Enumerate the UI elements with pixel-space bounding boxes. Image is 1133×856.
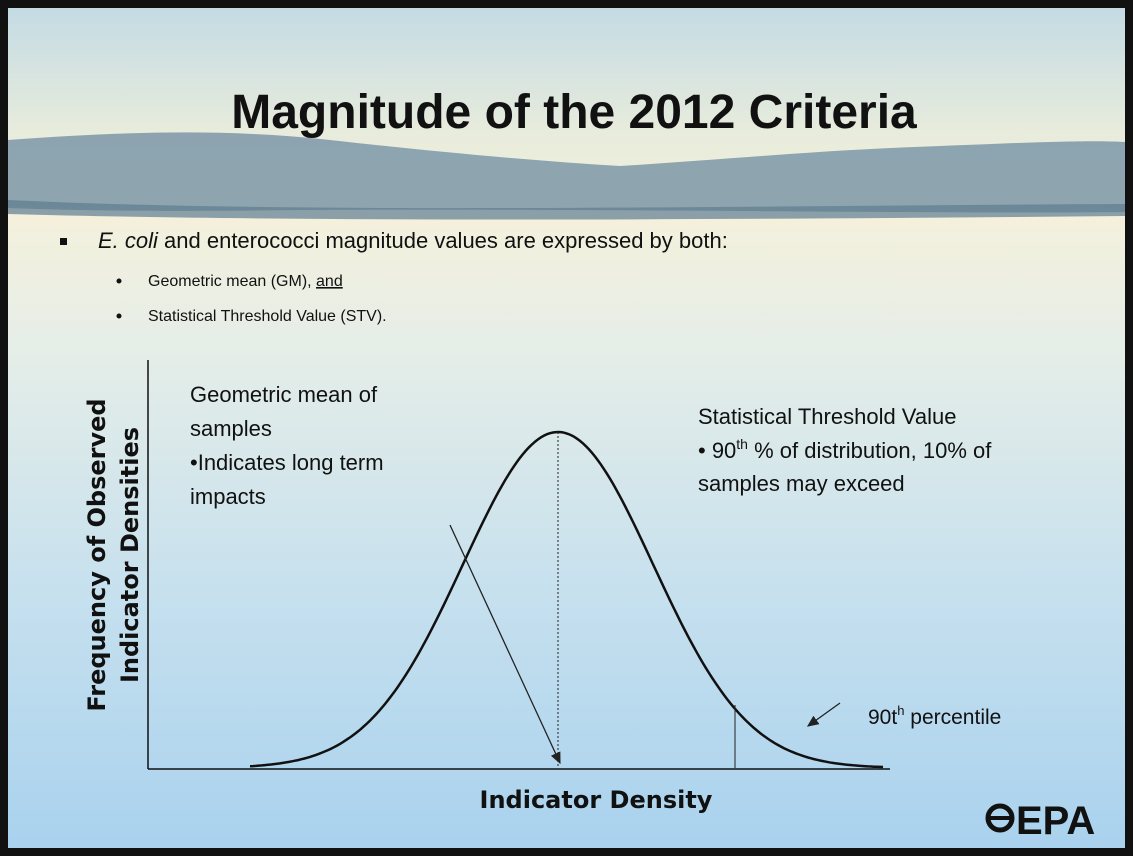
gm-note: •Indicates long term: [190, 450, 384, 475]
sub-bullet-text: Geometric mean (GM),: [148, 273, 316, 290]
percentile-post: percentile: [904, 706, 1001, 729]
y-axis-label-line: Indicator Densities: [116, 427, 144, 683]
stv-sup: th: [736, 436, 748, 452]
percentile-pre: 90t: [868, 706, 897, 729]
percentile-sup: h: [897, 703, 904, 718]
slide: Magnitude of the 2012 Criteria E. coli a…: [0, 0, 1133, 856]
stv-title: Statistical Threshold Value: [698, 404, 956, 429]
x-axis-label: Indicator Density: [480, 786, 713, 814]
stv-bullet-text: • 90: [698, 438, 736, 463]
sub-bullet: Statistical Threshold Value (STV).: [148, 308, 387, 325]
sub-bullet-underlined: and: [316, 273, 343, 290]
bullet-text: and enterococci magnitude values are exp…: [158, 228, 728, 253]
bullet: E. coli and enterococci magnitude values…: [98, 228, 728, 253]
title: Magnitude of the 2012 Criteria: [231, 86, 917, 139]
sub-bullet: Geometric mean (GM), and: [148, 273, 343, 290]
bullet-italic: E. coli: [98, 228, 159, 253]
percentile-note: 90th percentile: [868, 703, 1001, 729]
sub-bullet-marker: [117, 314, 122, 319]
y-axis-label-line: Frequency of Observed: [83, 398, 111, 711]
stv-line: samples may exceed: [698, 471, 905, 496]
gm-note: impacts: [190, 484, 266, 509]
sub-bullet-marker: [117, 279, 122, 284]
logo-text: EPA: [1016, 799, 1095, 843]
gm-note: samples: [190, 416, 272, 441]
stv-bullet-rest: % of distribution, 10% of: [748, 438, 992, 463]
gm-note: Geometric mean of: [190, 382, 378, 407]
bullet-marker: [60, 238, 67, 245]
